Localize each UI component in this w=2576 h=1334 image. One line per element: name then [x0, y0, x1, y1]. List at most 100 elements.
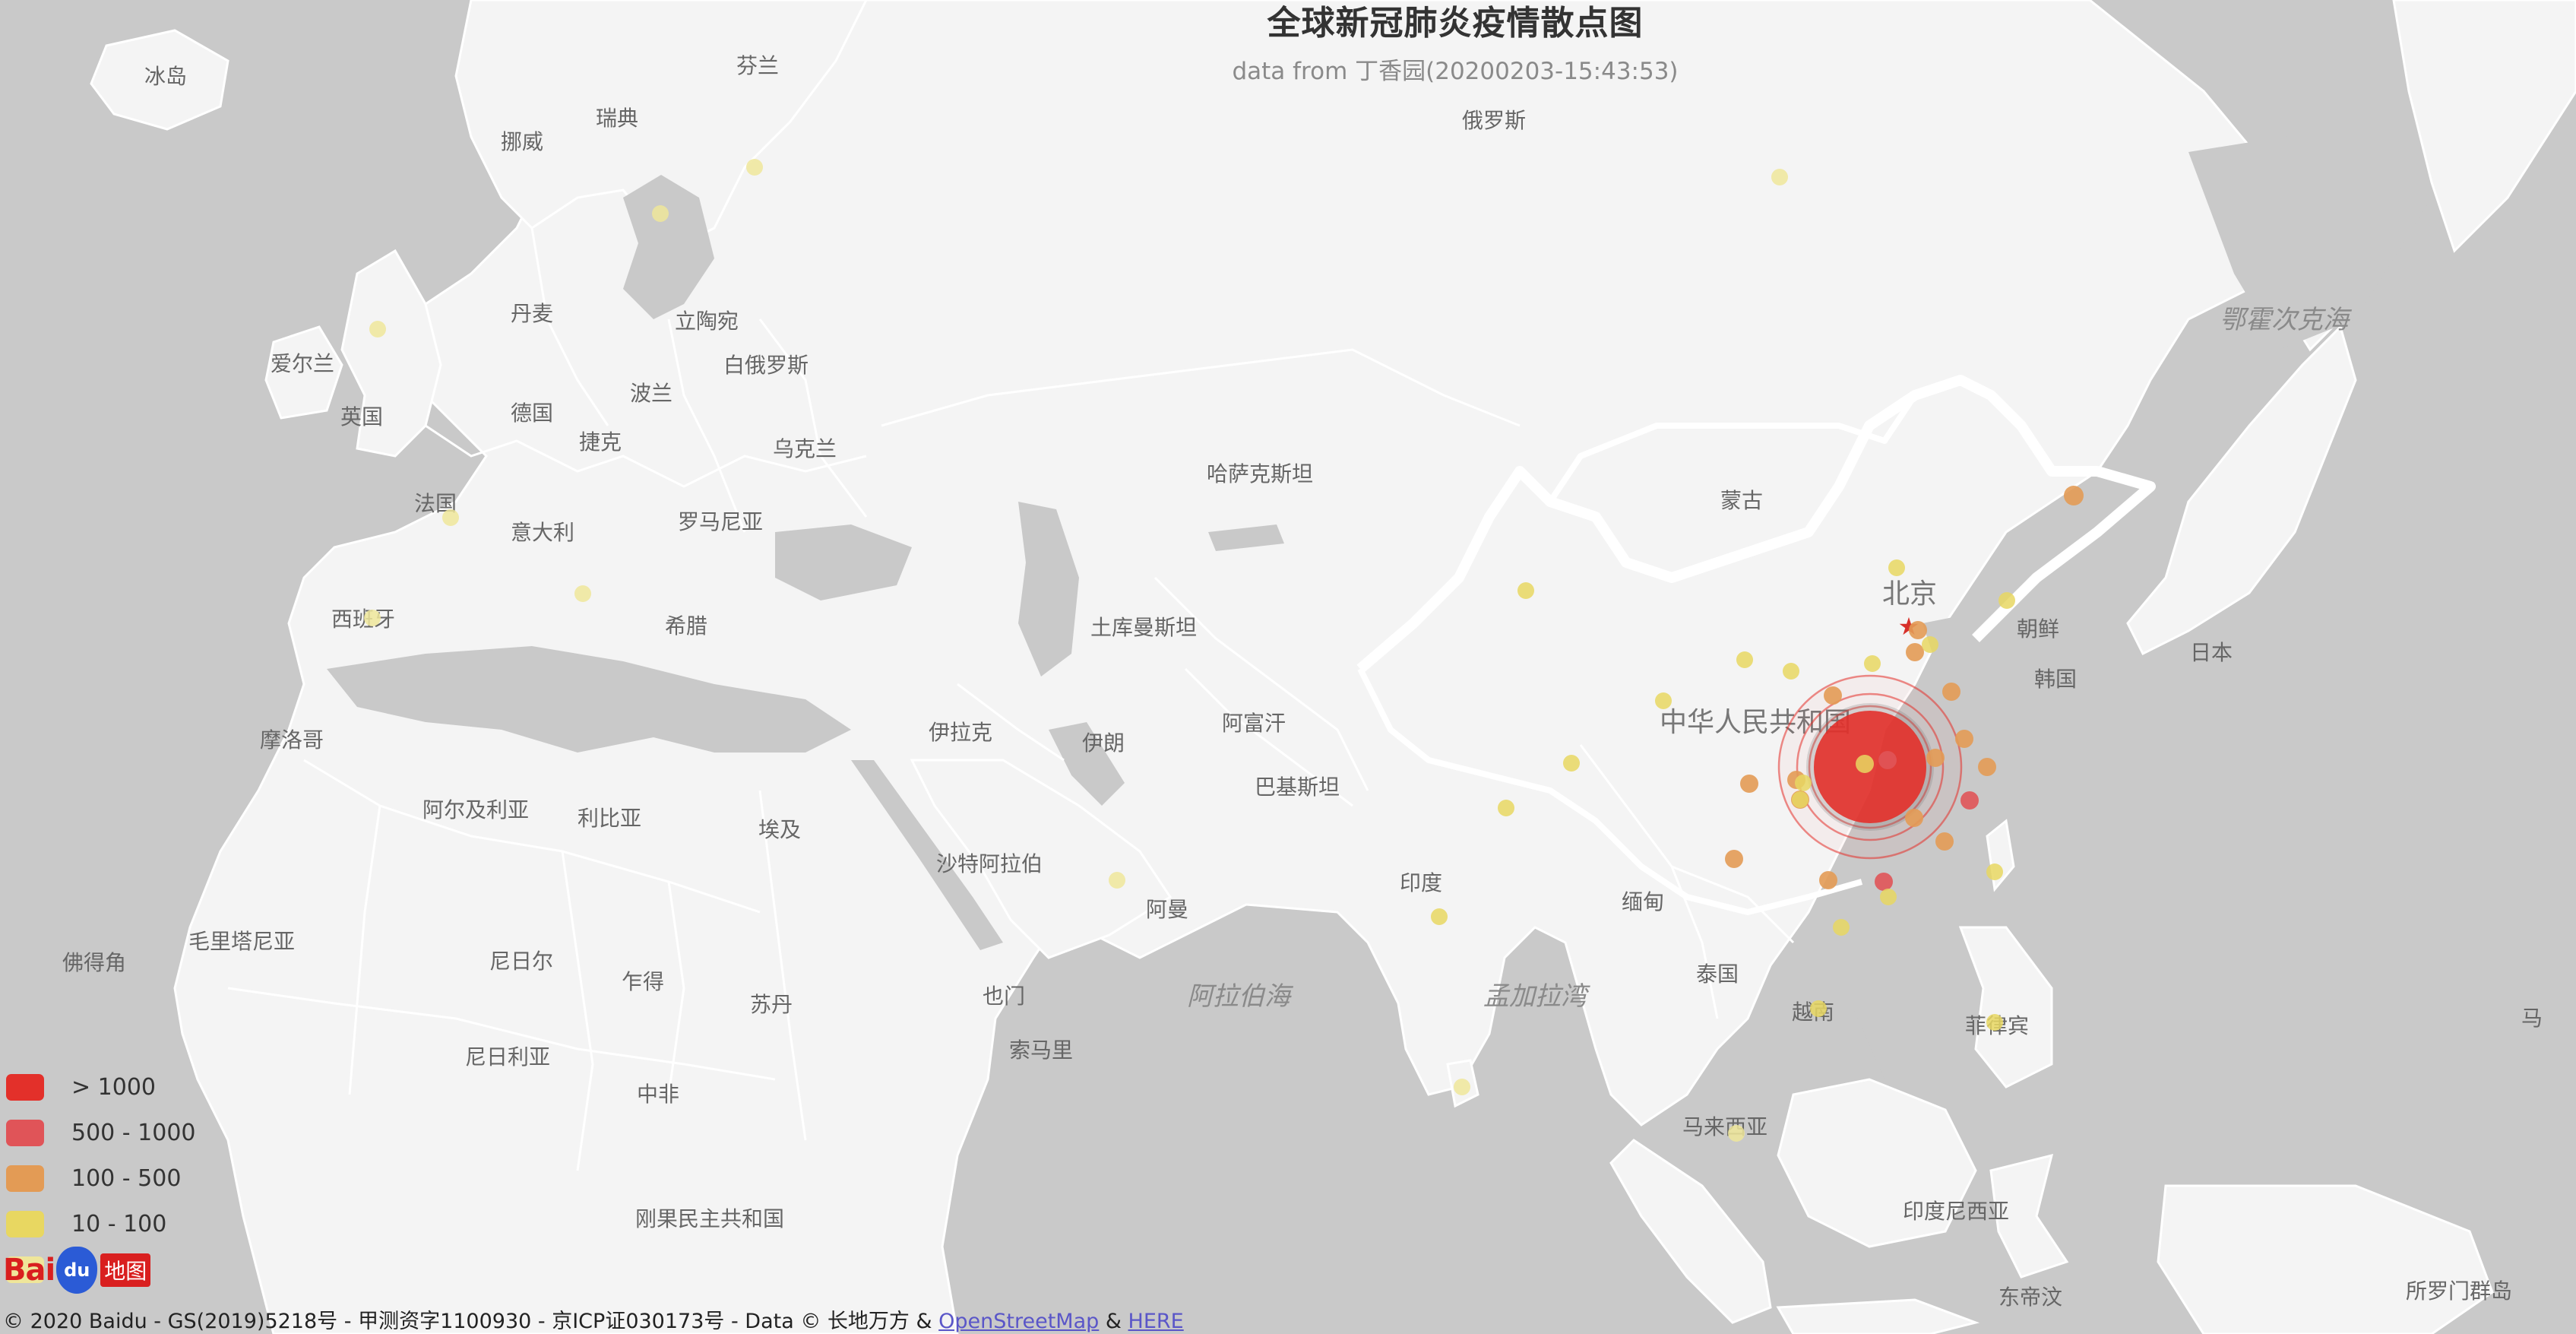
scatter-point[interactable] — [1498, 800, 1514, 816]
label-ireland: 爱尔兰 — [271, 351, 334, 376]
label-morocco: 摩洛哥 — [260, 727, 324, 753]
legend-swatch-under10 — [6, 1256, 44, 1283]
label-mauritania: 毛里塔尼亚 — [188, 929, 295, 954]
scatter-point[interactable] — [1998, 592, 2015, 609]
scatter-point[interactable] — [364, 610, 381, 626]
scatter-point[interactable] — [1878, 751, 1897, 769]
label-thailand: 泰国 — [1696, 962, 1739, 987]
label-mongolia: 蒙古 — [1720, 488, 1763, 513]
legend-item-500-1000[interactable]: 500 - 1000 — [6, 1110, 196, 1155]
label-drc: 刚果民主共和国 — [635, 1206, 784, 1231]
scatter-point[interactable] — [1986, 1014, 2003, 1031]
label-uk: 英国 — [340, 404, 383, 429]
scatter-point[interactable] — [574, 585, 591, 602]
land-masses — [90, 0, 2576, 1334]
scatter-point[interactable] — [1942, 683, 1960, 701]
scatter-point[interactable] — [1454, 1079, 1470, 1095]
land-ireland — [264, 325, 343, 420]
edge-label: 马 — [2521, 1006, 2543, 1031]
label-libya: 利比亚 — [578, 806, 641, 831]
scatter-point[interactable] — [1725, 850, 1743, 868]
here-link[interactable]: HERE — [1128, 1310, 1184, 1333]
scatter-point[interactable] — [1909, 621, 1927, 639]
scatter-point[interactable] — [746, 159, 763, 176]
logo-text: Bai — [3, 1253, 55, 1288]
scatter-point[interactable] — [1795, 775, 1812, 791]
scatter-point[interactable] — [1935, 832, 1954, 851]
legend-item-1000plus[interactable]: > 1000 — [6, 1064, 196, 1110]
sea-baltic — [623, 175, 714, 319]
label-poland: 波兰 — [630, 381, 672, 406]
label-oman: 阿曼 — [1146, 897, 1188, 922]
label-south-korea: 韩国 — [2034, 667, 2077, 692]
scatter-point[interactable] — [1824, 686, 1842, 705]
scatter-point[interactable] — [1771, 169, 1788, 185]
scatter-point[interactable] — [1960, 791, 1979, 810]
scatter-point[interactable] — [1563, 755, 1580, 772]
land-iceland — [90, 29, 229, 131]
legend-item-10-100[interactable]: 10 - 100 — [6, 1201, 196, 1247]
sea-red — [851, 760, 1003, 950]
scatter-point[interactable] — [1926, 749, 1945, 767]
scatter-point[interactable] — [1740, 775, 1758, 793]
baidu-map-logo[interactable]: Bai du 地图 — [3, 1244, 151, 1297]
openstreetmap-link[interactable]: OpenStreetMap — [938, 1310, 1100, 1333]
scatter-point[interactable] — [1905, 809, 1923, 827]
ripple-ring — [1796, 692, 1945, 841]
label-finland: 芬兰 — [736, 53, 779, 78]
scatter-point[interactable] — [1728, 1125, 1745, 1142]
scatter-point[interactable] — [1986, 863, 2003, 880]
label-malaysia: 马来西亚 — [1682, 1114, 1767, 1139]
legend-label-100-500: 100 - 500 — [71, 1164, 182, 1192]
label-turkmenistan: 土库曼斯坦 — [1090, 615, 1197, 640]
scatter-point[interactable] — [1906, 643, 1924, 661]
scatter-point[interactable] — [1819, 871, 1837, 889]
legend-swatch-500-1000 — [6, 1119, 44, 1146]
copyright-text: © 2020 Baidu - GS(2019)5218号 - 甲测资字11009… — [3, 1310, 939, 1333]
scatter-point[interactable] — [1856, 755, 1874, 773]
scatter-point[interactable] — [1978, 758, 1996, 776]
scatter-point[interactable] — [1783, 663, 1799, 680]
scatter-point[interactable] — [1736, 651, 1753, 668]
label-arabian-sea: 阿拉伯海 — [1187, 981, 1294, 1012]
legend-swatch-1000plus — [6, 1073, 44, 1101]
scatter-point[interactable] — [652, 205, 669, 222]
label-czech: 捷克 — [579, 429, 622, 455]
scatter-point[interactable] — [1109, 872, 1125, 889]
label-algeria: 阿尔及利亚 — [422, 797, 529, 822]
scatter-point[interactable] — [1792, 791, 1809, 808]
label-solomon-islands: 所罗门群岛 — [2406, 1279, 2512, 1304]
scatter-point[interactable] — [1888, 559, 1905, 576]
scatter-point[interactable] — [1864, 655, 1881, 672]
page-subtitle: data from 丁香园(20200203-15:43:53) — [1232, 58, 1679, 85]
scatter-point[interactable] — [1810, 1000, 1827, 1017]
scatter-point[interactable] — [1517, 582, 1534, 599]
country-borders — [227, 227, 1795, 1171]
sea-south-china — [1854, 897, 1960, 1079]
sea-persian-gulf — [1049, 722, 1125, 806]
legend-label-10-100: 10 - 100 — [71, 1210, 167, 1237]
scatter-point[interactable] — [1955, 730, 1973, 748]
inland-seas — [327, 122, 2432, 1079]
legend-item-100-500[interactable]: 100 - 500 — [6, 1155, 196, 1201]
sea-bohai — [1923, 616, 1968, 669]
scatter-point[interactable] — [1880, 889, 1897, 905]
scatter-point[interactable] — [1431, 908, 1448, 925]
lake-balkhash — [1208, 524, 1284, 551]
label-somalia: 索马里 — [1009, 1038, 1073, 1063]
land-philippines — [1958, 926, 2053, 1088]
label-iran: 伊朗 — [1082, 730, 1125, 756]
sea-black — [775, 524, 912, 600]
scatter-point[interactable] — [2064, 486, 2084, 505]
scatter-point[interactable] — [1922, 636, 1938, 653]
scatter-point[interactable] — [1875, 873, 1893, 891]
scatter-point[interactable] — [1833, 919, 1850, 936]
scatter-point[interactable] — [442, 509, 459, 526]
label-pakistan: 巴基斯坦 — [1255, 775, 1340, 800]
land-sumatra — [1609, 1139, 1772, 1324]
scatter-point[interactable] — [369, 321, 386, 337]
scatter-point[interactable] — [1655, 692, 1672, 709]
sea-okhotsk — [2188, 122, 2432, 350]
